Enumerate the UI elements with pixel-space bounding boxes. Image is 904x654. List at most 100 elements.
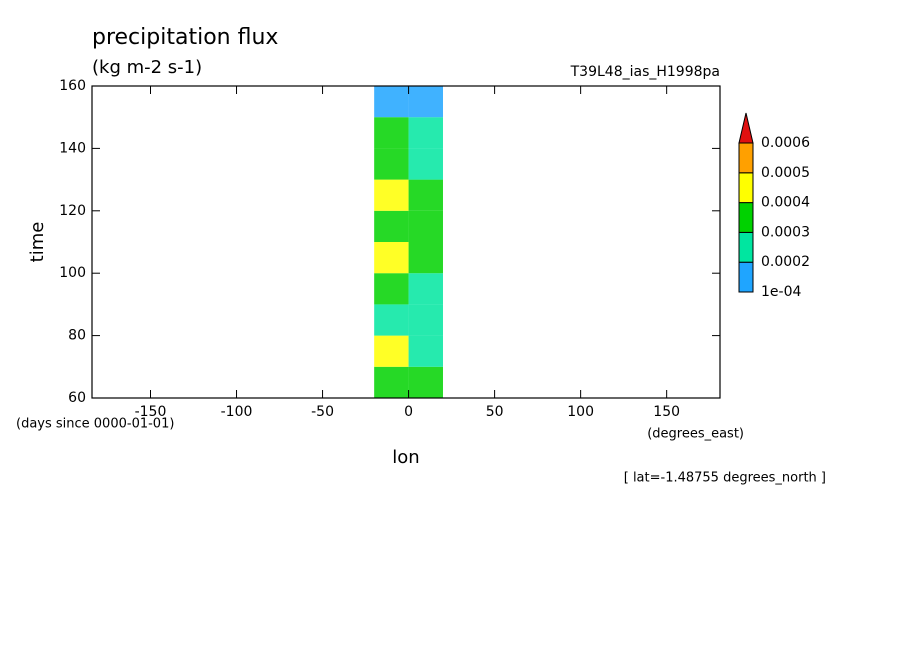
y-tick-label: 140 [59, 140, 86, 156]
field-cell [271, 180, 305, 211]
field-cell [408, 366, 443, 398]
colorbar-label: 0.0005 [761, 165, 810, 181]
field-cell [202, 180, 236, 211]
field-cell [443, 180, 477, 211]
field-cell [305, 148, 339, 179]
y-axis-label: time [27, 222, 48, 263]
field-cell [99, 180, 133, 211]
field-cell [581, 117, 615, 148]
field-cell [133, 304, 167, 335]
x-tick-label: -150 [135, 404, 167, 420]
field-cell [649, 242, 683, 273]
field-cell [99, 242, 133, 273]
field-cell [237, 273, 271, 304]
field-cell [512, 148, 546, 179]
x-units: (degrees_east) [647, 427, 744, 442]
field-cell [168, 304, 202, 335]
field-cell [546, 242, 580, 273]
field-cell [408, 117, 443, 149]
field-cell [649, 117, 683, 148]
y-tick-label: 120 [59, 203, 86, 219]
field-cell [649, 336, 683, 367]
field-cell [615, 180, 649, 211]
field-cell [581, 180, 615, 211]
y-tick-label: 60 [68, 390, 86, 406]
field-cell [546, 86, 580, 117]
field-cell [684, 336, 718, 367]
field-cell [271, 367, 305, 398]
field-cell [443, 273, 477, 304]
field-cell [305, 304, 339, 335]
field-cell [649, 304, 683, 335]
colorbar-label: 0.0006 [761, 135, 810, 151]
field-cell [271, 242, 305, 273]
field-cell [202, 86, 236, 117]
field-cell [649, 273, 683, 304]
x-tick-label: 100 [567, 404, 594, 420]
field-cell [443, 117, 477, 148]
field-cell [477, 304, 511, 335]
field-cell [443, 367, 477, 398]
field-cell [408, 242, 443, 274]
field-cell [684, 86, 718, 117]
field-cell [546, 273, 580, 304]
field-cell [305, 336, 339, 367]
field-cell [99, 86, 133, 117]
units: (kg m-2 s-1) [92, 57, 202, 78]
field-cell [512, 304, 546, 335]
field-cell [477, 148, 511, 179]
colorbar-segment [738, 231, 754, 263]
field-cell [615, 148, 649, 179]
field-cell [271, 117, 305, 148]
field-cell [133, 148, 167, 179]
field-cell [133, 117, 167, 148]
field-cell [581, 148, 615, 179]
field-cell [133, 336, 167, 367]
field-cell [340, 148, 374, 179]
field-cell [133, 180, 167, 211]
field-cell [237, 211, 271, 242]
field-cell [99, 336, 133, 367]
field-cell [477, 242, 511, 273]
field-cell [305, 211, 339, 242]
field-cell [615, 211, 649, 242]
field-cell [684, 180, 718, 211]
field-cell [408, 273, 443, 305]
field-cell [649, 148, 683, 179]
field-cell [237, 148, 271, 179]
x-tick-label: 0 [404, 404, 413, 420]
y-tick-label: 100 [59, 265, 86, 281]
field-cell [340, 86, 374, 117]
field-cell [99, 117, 133, 148]
field-cell [271, 336, 305, 367]
field-cell [168, 211, 202, 242]
field-cell [202, 211, 236, 242]
plot-frame [91, 85, 721, 399]
field-cell [133, 242, 167, 273]
field-cell [237, 304, 271, 335]
field-cell [237, 86, 271, 117]
x-tick-label: 50 [486, 404, 504, 420]
field-cell [546, 304, 580, 335]
field-cell [408, 86, 443, 118]
field-cell [202, 117, 236, 148]
field-cell [615, 86, 649, 117]
field-cell [340, 336, 374, 367]
field-cell [271, 304, 305, 335]
field-cell [202, 273, 236, 304]
field-cell [546, 180, 580, 211]
x-axis-label: lon [392, 447, 419, 468]
y-tick-label: 160 [59, 78, 86, 94]
field-cell [546, 367, 580, 398]
field-cell [168, 86, 202, 117]
field-cell [546, 117, 580, 148]
field-cell [477, 336, 511, 367]
field-cell [168, 273, 202, 304]
field-cell [615, 304, 649, 335]
x-tick-label: -50 [311, 404, 334, 420]
field-cell [271, 148, 305, 179]
field-cell [340, 117, 374, 148]
field-cell [684, 367, 718, 398]
field-cell [443, 336, 477, 367]
field-cell [202, 148, 236, 179]
